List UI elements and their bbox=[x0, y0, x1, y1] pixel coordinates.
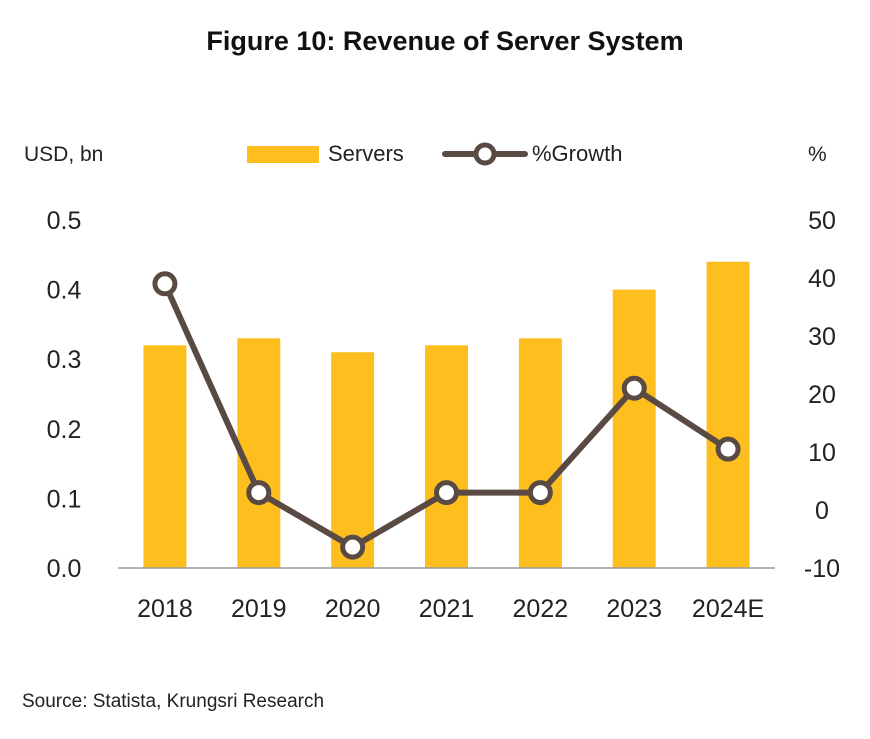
left-tick-label: 0.1 bbox=[47, 485, 82, 513]
bar-2019 bbox=[237, 338, 281, 568]
legend-servers-label: Servers bbox=[328, 141, 404, 166]
left-axis-ticks: 0.0 0.1 0.2 0.3 0.4 0.5 bbox=[47, 207, 82, 583]
x-tick-label: 2020 bbox=[325, 595, 381, 623]
right-axis-ticks: -10 0 10 20 30 40 50 bbox=[804, 207, 840, 583]
left-tick-label: 0.5 bbox=[47, 207, 82, 235]
right-tick-label: 50 bbox=[808, 207, 836, 235]
x-tick-label: 2019 bbox=[231, 595, 287, 623]
left-tick-label: 0.0 bbox=[47, 555, 82, 583]
chart-title: Figure 10: Revenue of Server System bbox=[206, 26, 683, 56]
growth-point-2021 bbox=[434, 480, 459, 506]
bar-2023 bbox=[612, 289, 656, 568]
bar-2018 bbox=[143, 345, 187, 568]
growth-point-2018 bbox=[152, 271, 178, 297]
legend-growth-marker bbox=[473, 142, 497, 166]
growth-point-2020 bbox=[340, 534, 366, 560]
right-tick-label: 10 bbox=[808, 439, 836, 467]
x-axis-ticks: 2018 2019 2020 2021 2022 2023 2024E bbox=[137, 595, 764, 623]
source-note: Source: Statista, Krungsri Research bbox=[22, 691, 324, 712]
legend-growth-label: %Growth bbox=[532, 141, 622, 166]
x-tick-label: 2022 bbox=[513, 595, 569, 623]
bar-2022 bbox=[518, 338, 562, 568]
bar-2024E bbox=[706, 261, 750, 568]
x-tick-label: 2023 bbox=[606, 595, 662, 623]
growth-line-series bbox=[152, 271, 741, 560]
left-axis-unit: USD, bn bbox=[24, 143, 103, 166]
left-tick-label: 0.2 bbox=[47, 416, 82, 444]
x-tick-label: 2024E bbox=[692, 595, 764, 623]
growth-point-2019 bbox=[246, 480, 272, 506]
right-tick-label: 20 bbox=[808, 381, 836, 409]
x-tick-label: 2018 bbox=[137, 595, 193, 623]
right-tick-label: -10 bbox=[804, 555, 840, 583]
legend: Servers %Growth bbox=[247, 141, 622, 166]
legend-servers-swatch bbox=[247, 146, 319, 163]
right-tick-label: 30 bbox=[808, 323, 836, 351]
left-tick-label: 0.4 bbox=[47, 277, 82, 305]
left-tick-label: 0.3 bbox=[47, 346, 82, 374]
bar-2020 bbox=[331, 352, 375, 568]
growth-point-2023 bbox=[621, 375, 647, 401]
growth-point-2022 bbox=[527, 480, 553, 506]
bar-series bbox=[143, 261, 750, 568]
right-tick-label: 0 bbox=[815, 497, 829, 525]
right-axis-unit: % bbox=[808, 143, 827, 166]
growth-point-2024E bbox=[715, 436, 741, 462]
right-tick-label: 40 bbox=[808, 265, 836, 293]
x-tick-label: 2021 bbox=[419, 595, 475, 623]
bar-2021 bbox=[425, 345, 468, 568]
